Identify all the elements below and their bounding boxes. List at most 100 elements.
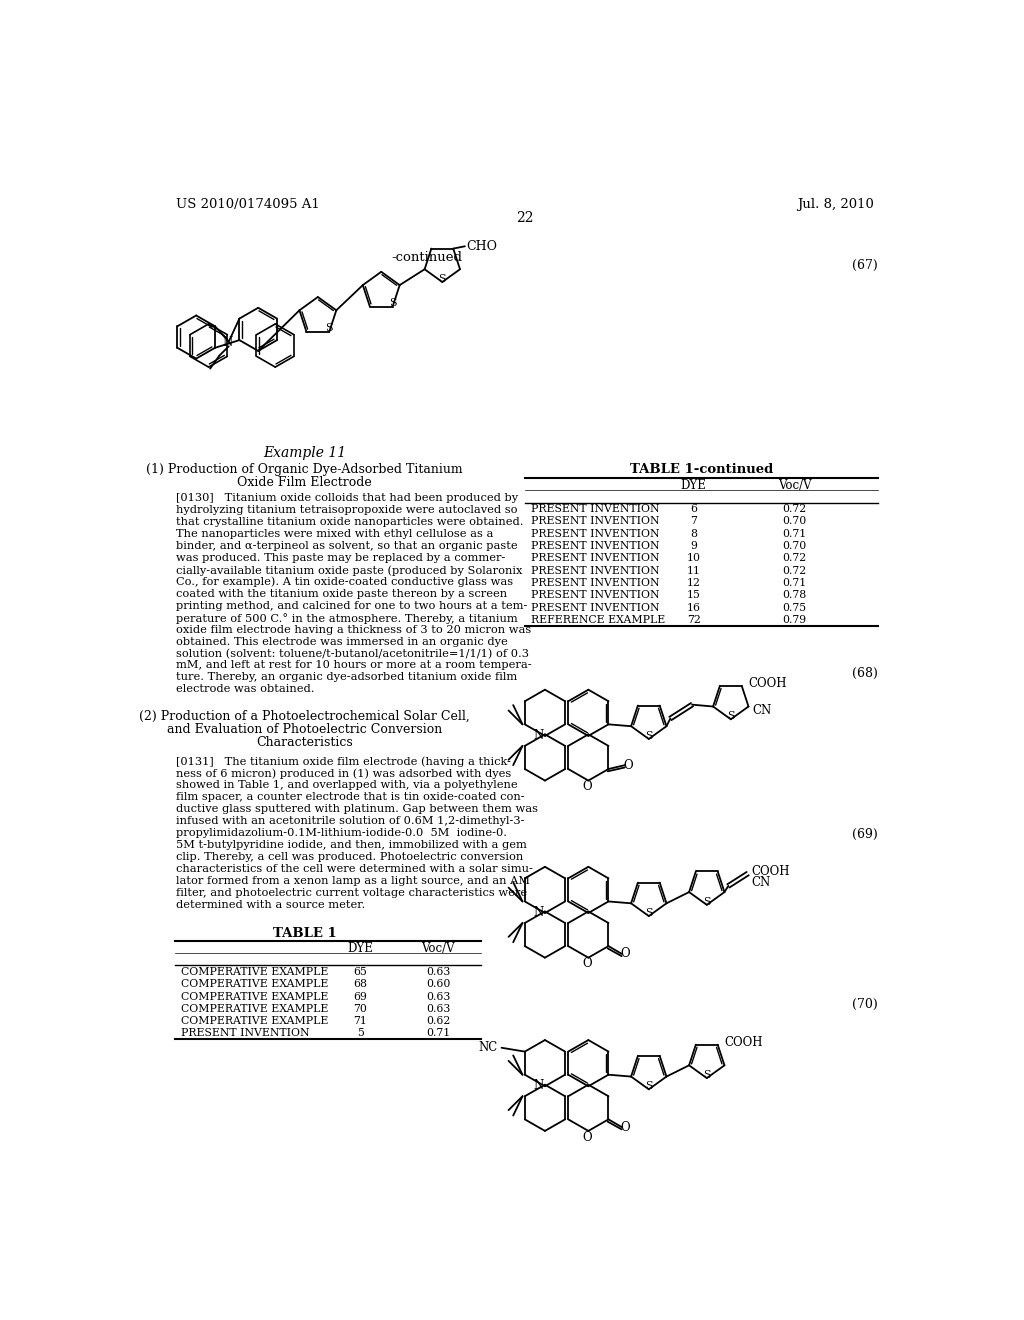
Text: Voc/V: Voc/V — [777, 479, 811, 492]
Text: filter, and photoelectric current voltage characteristics were: filter, and photoelectric current voltag… — [176, 887, 527, 898]
Text: 7: 7 — [690, 516, 697, 527]
Text: determined with a source meter.: determined with a source meter. — [176, 899, 366, 909]
Text: 0.71: 0.71 — [782, 578, 807, 587]
Text: COMPERATIVE EXAMPLE: COMPERATIVE EXAMPLE — [180, 1016, 328, 1026]
Text: REFERENCE EXAMPLE: REFERENCE EXAMPLE — [531, 615, 666, 624]
Text: 0.70: 0.70 — [782, 516, 807, 527]
Text: 0.63: 0.63 — [426, 991, 451, 1002]
Text: PRESENT INVENTION: PRESENT INVENTION — [531, 529, 659, 539]
Text: obtained. This electrode was immersed in an organic dye: obtained. This electrode was immersed in… — [176, 636, 508, 647]
Text: 16: 16 — [687, 603, 700, 612]
Text: 70: 70 — [353, 1003, 368, 1014]
Text: binder, and α-terpineol as solvent, so that an organic paste: binder, and α-terpineol as solvent, so t… — [176, 541, 518, 550]
Text: characteristics of the cell were determined with a solar simu-: characteristics of the cell were determi… — [176, 863, 532, 874]
Text: S: S — [645, 1081, 652, 1092]
Text: NC: NC — [478, 1041, 498, 1055]
Text: 0.72: 0.72 — [782, 553, 807, 564]
Text: CHO: CHO — [466, 240, 498, 253]
Text: 0.62: 0.62 — [426, 1016, 451, 1026]
Text: PRESENT INVENTION: PRESENT INVENTION — [531, 553, 659, 564]
Text: N: N — [534, 729, 544, 742]
Text: was produced. This paste may be replaced by a commer-: was produced. This paste may be replaced… — [176, 553, 506, 564]
Text: Characteristics: Characteristics — [256, 737, 353, 750]
Text: cially-available titanium oxide paste (produced by Solaronix: cially-available titanium oxide paste (p… — [176, 565, 522, 576]
Text: ductive glass sputtered with platinum. Gap between them was: ductive glass sputtered with platinum. G… — [176, 804, 538, 814]
Text: -continued: -continued — [391, 251, 462, 264]
Text: [0131]   The titanium oxide film electrode (having a thick-: [0131] The titanium oxide film electrode… — [176, 756, 511, 767]
Text: [0130]   Titanium oxide colloids that had been produced by: [0130] Titanium oxide colloids that had … — [176, 494, 518, 503]
Text: mM, and left at rest for 10 hours or more at a room tempera-: mM, and left at rest for 10 hours or mor… — [176, 660, 531, 671]
Text: ness of 6 micron) produced in (1) was adsorbed with dyes: ness of 6 micron) produced in (1) was ad… — [176, 768, 511, 779]
Text: (69): (69) — [852, 829, 879, 841]
Text: ture. Thereby, an organic dye-adsorbed titanium oxide film: ture. Thereby, an organic dye-adsorbed t… — [176, 672, 517, 682]
Text: US 2010/0174095 A1: US 2010/0174095 A1 — [176, 198, 319, 211]
Text: COOH: COOH — [724, 1036, 763, 1049]
Text: that crystalline titanium oxide nanoparticles were obtained.: that crystalline titanium oxide nanopart… — [176, 517, 523, 527]
Text: N: N — [534, 1078, 544, 1092]
Text: N: N — [534, 906, 544, 919]
Text: 72: 72 — [687, 615, 700, 624]
Text: 0.79: 0.79 — [782, 615, 807, 624]
Text: 11: 11 — [687, 566, 700, 576]
Text: PRESENT INVENTION: PRESENT INVENTION — [531, 516, 659, 527]
Text: 0.71: 0.71 — [782, 529, 807, 539]
Text: S: S — [645, 908, 652, 917]
Text: Voc/V: Voc/V — [421, 942, 455, 956]
Text: 0.72: 0.72 — [782, 504, 807, 513]
Text: O: O — [621, 1121, 631, 1134]
Text: oxide film electrode having a thickness of 3 to 20 micron was: oxide film electrode having a thickness … — [176, 624, 531, 635]
Text: S: S — [702, 1071, 711, 1080]
Text: COMPERATIVE EXAMPLE: COMPERATIVE EXAMPLE — [180, 991, 328, 1002]
Text: N: N — [222, 335, 232, 348]
Text: 71: 71 — [353, 1016, 368, 1026]
Text: 0.72: 0.72 — [782, 566, 807, 576]
Text: 68: 68 — [353, 979, 368, 989]
Text: COOH: COOH — [748, 677, 786, 690]
Text: 5M t-butylpyridine iodide, and then, immobilized with a gem: 5M t-butylpyridine iodide, and then, imm… — [176, 840, 527, 850]
Text: showed in Table 1, and overlapped with, via a polyethylene: showed in Table 1, and overlapped with, … — [176, 780, 518, 791]
Text: 0.75: 0.75 — [782, 603, 807, 612]
Text: COMPERATIVE EXAMPLE: COMPERATIVE EXAMPLE — [180, 979, 328, 989]
Text: infused with an acetonitrile solution of 0.6M 1,2-dimethyl-3-: infused with an acetonitrile solution of… — [176, 816, 524, 826]
Text: 0.78: 0.78 — [782, 590, 807, 601]
Text: 10: 10 — [687, 553, 700, 564]
Text: O: O — [582, 1130, 592, 1143]
Text: (70): (70) — [852, 998, 879, 1011]
Text: S: S — [727, 711, 734, 721]
Text: PRESENT INVENTION: PRESENT INVENTION — [531, 566, 659, 576]
Text: 0.71: 0.71 — [426, 1028, 451, 1039]
Text: PRESENT INVENTION: PRESENT INVENTION — [531, 541, 659, 550]
Text: (67): (67) — [852, 259, 879, 272]
Text: COMPERATIVE EXAMPLE: COMPERATIVE EXAMPLE — [180, 966, 328, 977]
Text: O: O — [582, 780, 592, 793]
Text: CN: CN — [753, 704, 772, 717]
Text: (1) Production of Organic Dye-Adsorbed Titanium: (1) Production of Organic Dye-Adsorbed T… — [146, 463, 463, 477]
Text: COMPERATIVE EXAMPLE: COMPERATIVE EXAMPLE — [180, 1003, 328, 1014]
Text: O: O — [624, 759, 634, 772]
Text: 0.60: 0.60 — [426, 979, 451, 989]
Text: propylimidazolium-0.1M-lithium-iodide-0.0  5M  iodine-0.: propylimidazolium-0.1M-lithium-iodide-0.… — [176, 828, 507, 838]
Text: 65: 65 — [353, 966, 368, 977]
Text: O: O — [621, 948, 631, 961]
Text: S: S — [326, 323, 333, 333]
Text: 0.63: 0.63 — [426, 966, 451, 977]
Text: DYE: DYE — [347, 942, 374, 956]
Text: COOH: COOH — [752, 865, 791, 878]
Text: S: S — [645, 731, 652, 741]
Text: 22: 22 — [516, 211, 534, 224]
Text: and Evaluation of Photoelectric Conversion: and Evaluation of Photoelectric Conversi… — [167, 723, 442, 737]
Text: Example 11: Example 11 — [263, 446, 346, 459]
Text: 9: 9 — [690, 541, 697, 550]
Text: CN: CN — [752, 876, 771, 890]
Text: 0.70: 0.70 — [782, 541, 807, 550]
Text: O: O — [582, 957, 592, 970]
Text: PRESENT INVENTION: PRESENT INVENTION — [531, 603, 659, 612]
Text: 8: 8 — [690, 529, 697, 539]
Text: hydrolyzing titanium tetraisopropoxide were autoclaved so: hydrolyzing titanium tetraisopropoxide w… — [176, 506, 517, 515]
Text: (2) Production of a Photoelectrochemical Solar Cell,: (2) Production of a Photoelectrochemical… — [139, 710, 470, 723]
Text: clip. Thereby, a cell was produced. Photoelectric conversion: clip. Thereby, a cell was produced. Phot… — [176, 851, 523, 862]
Text: Co., for example). A tin oxide-coated conductive glass was: Co., for example). A tin oxide-coated co… — [176, 577, 513, 587]
Text: Jul. 8, 2010: Jul. 8, 2010 — [797, 198, 873, 211]
Text: The nanoparticles were mixed with ethyl cellulose as a: The nanoparticles were mixed with ethyl … — [176, 529, 494, 539]
Text: S: S — [389, 298, 396, 308]
